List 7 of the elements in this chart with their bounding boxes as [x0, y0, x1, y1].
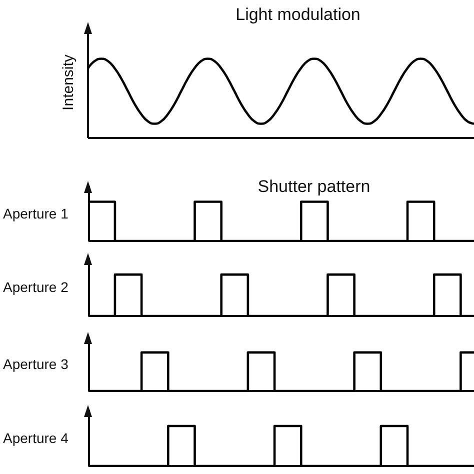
y-axis-title: Aperture 2	[2, 279, 69, 295]
chart-title: Shutter pattern	[258, 177, 370, 196]
y-axis-title: Intensity	[60, 54, 77, 110]
chart-title: Light modulation	[236, 5, 360, 24]
y-axis-title: Aperture 4	[2, 430, 69, 446]
y-axis-title: Aperture 1	[2, 206, 69, 222]
y-axis-title: Aperture 3	[2, 356, 69, 372]
